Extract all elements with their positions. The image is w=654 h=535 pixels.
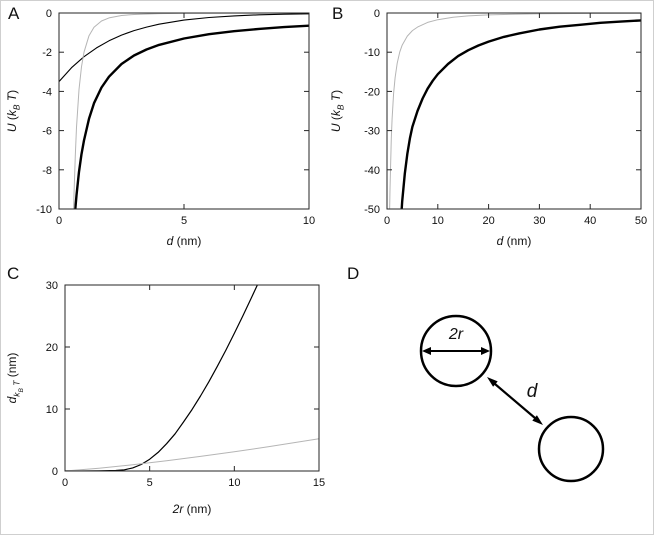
plot-box	[64, 284, 320, 472]
x-tick-label: 10	[228, 477, 240, 489]
plot-box	[58, 12, 310, 210]
y-tick-label: 0	[374, 8, 380, 20]
x-axis-label: d (nm)	[167, 234, 202, 248]
x-tick-label: 5	[147, 477, 153, 489]
series-curve-gray	[65, 438, 319, 471]
x-tick-label: 10	[303, 215, 315, 227]
panel-d-diagram: 2r d	[419, 314, 605, 483]
y-tick-label: 30	[46, 280, 58, 292]
series-curve-thick	[400, 19, 641, 209]
y-tick-label: 10	[46, 404, 58, 416]
radius-label: 2r	[448, 326, 464, 343]
x-tick-label: 0	[384, 215, 390, 227]
panel-b-label: B	[332, 4, 344, 23]
y-tick-label: -10	[36, 204, 52, 216]
y-tick-label: -40	[364, 165, 380, 177]
y-tick-label: 0	[46, 8, 52, 20]
panel-b-chart: 0 10 20 30 40 50 0 -10 -20 -30 -40 -50 d (nm) U (kB T…	[329, 8, 647, 248]
y-tick-label: -2	[42, 47, 52, 59]
x-tick-label: 40	[584, 215, 596, 227]
y-tick-label: -4	[42, 86, 52, 98]
x-tick-label: 5	[181, 215, 187, 227]
radius-arrow	[422, 347, 490, 355]
x-tick-label: 15	[313, 477, 325, 489]
y-tick-label: -8	[42, 165, 52, 177]
panel-a-label: A	[8, 4, 20, 23]
x-tick-label: 30	[533, 215, 545, 227]
panel-c-chart: 0 5 10 15 0 10 20 30 2r (nm) dkB T (nm)	[5, 280, 325, 516]
x-axis-label: 2r (nm)	[172, 502, 212, 516]
lower-circle	[537, 415, 605, 483]
distance-arrow	[487, 377, 543, 425]
panel-d-label: D	[347, 264, 360, 283]
x-tick-label: 0	[62, 477, 68, 489]
y-tick-label: 0	[52, 466, 58, 478]
x-tick-label: 10	[432, 215, 444, 227]
x-tick-label: 50	[635, 215, 647, 227]
y-tick-label: -6	[42, 126, 52, 138]
y-tick-label: -20	[364, 86, 380, 98]
x-tick-label: 20	[482, 215, 494, 227]
y-tick-label: -10	[364, 47, 380, 59]
y-axis-label: dkB T (nm)	[5, 353, 25, 404]
x-tick-label: 0	[56, 215, 62, 227]
series-curve-thick	[74, 24, 309, 209]
y-tick-label: -30	[364, 126, 380, 138]
panel-a-chart: 0 5 10 0 -2 -4 -6 -8 -10 d (nm) U (kB T)	[5, 8, 315, 248]
y-tick-label: 20	[46, 342, 58, 354]
distance-label: d	[527, 381, 539, 402]
x-axis-label: d (nm)	[497, 234, 532, 248]
series-curve-gray	[73, 13, 309, 209]
series-curve-black	[65, 285, 259, 471]
y-tick-label: -50	[364, 204, 380, 216]
series-curve-gray	[389, 13, 641, 209]
panel-c-label: C	[7, 264, 20, 283]
y-axis-label: U (kB T)	[5, 90, 22, 132]
y-axis-label: U (kB T)	[329, 90, 346, 132]
plot-box	[386, 12, 642, 210]
series-curve-thin	[59, 13, 309, 82]
